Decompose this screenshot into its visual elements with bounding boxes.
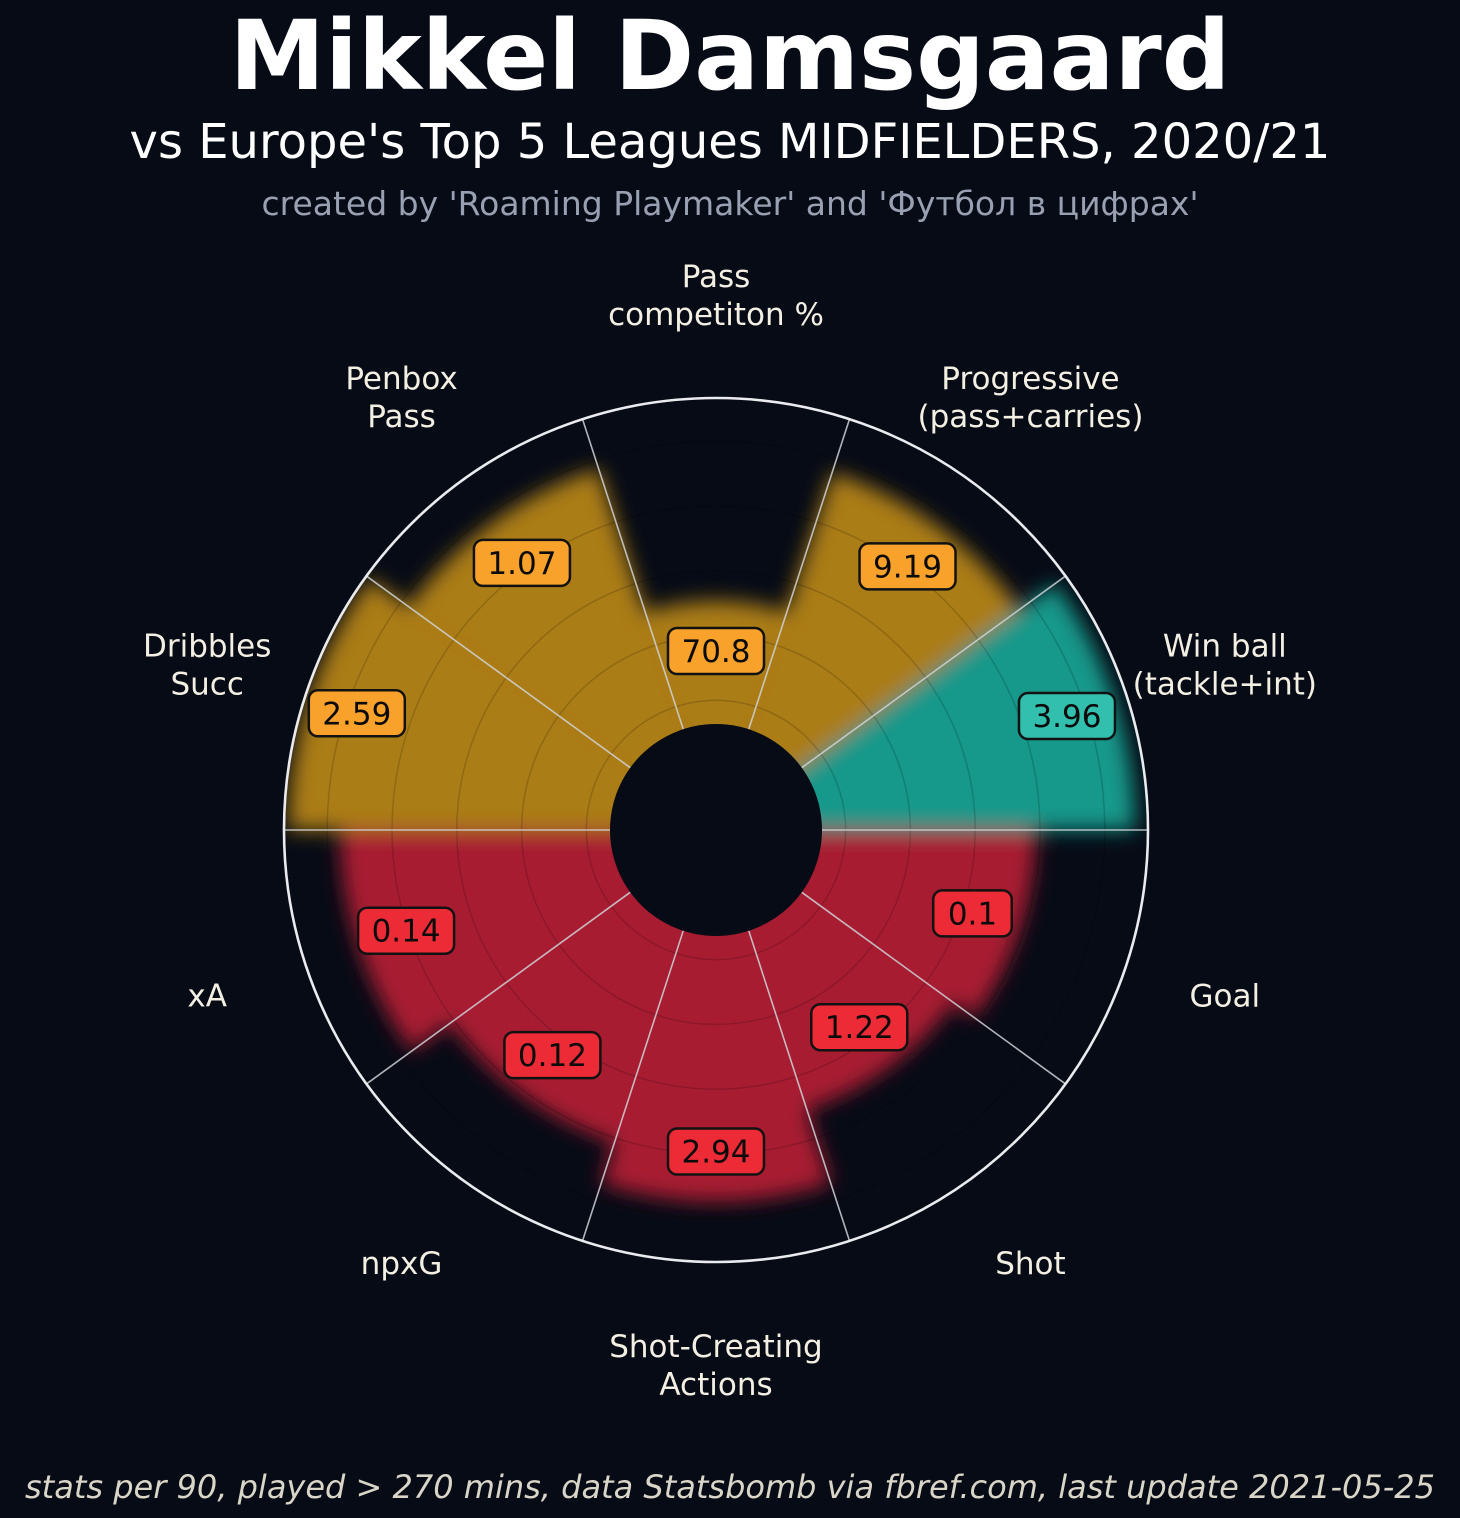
value-badge-text: 2.59 <box>322 696 391 732</box>
slice-8 <box>288 578 716 830</box>
param-label-2: Win ball (tackle+int) <box>1133 629 1317 703</box>
value-badge-2: 3.96 <box>1017 691 1117 741</box>
slice-7 <box>340 830 716 1051</box>
value-badge-text: 0.14 <box>372 914 441 950</box>
value-badge-0: 70.8 <box>666 626 766 676</box>
slice-2 <box>716 583 1136 830</box>
param-label-7: xA <box>187 978 227 1014</box>
param-label-6: npxG <box>361 1246 443 1282</box>
value-badge-box <box>307 689 407 738</box>
spoke-line <box>747 930 851 1242</box>
header: Mikkel Damsgaard vs Europe's Top 5 Leagu… <box>0 0 1460 223</box>
spoke-line <box>581 930 685 1242</box>
value-badge-4: 1.22 <box>810 1002 909 1052</box>
param-label-1: Progressive (pass+carries) <box>917 361 1143 435</box>
value-badge-text: 2.94 <box>681 1135 750 1171</box>
value-badge-5: 2.94 <box>666 1127 766 1176</box>
param-label-4: Shot <box>995 1246 1065 1282</box>
value-badge-8: 2.59 <box>307 689 407 738</box>
spoke-line <box>366 575 631 769</box>
value-badge-text: 9.19 <box>873 549 942 585</box>
value-badge-box <box>666 626 766 676</box>
param-label-8: Dribbles Succ <box>143 629 271 703</box>
value-badge-box <box>503 1030 602 1080</box>
value-badge-1: 9.19 <box>858 542 957 591</box>
spoke-line <box>581 418 685 730</box>
footer-note: stats per 90, played > 270 mins, data St… <box>25 1468 1435 1506</box>
spoke-line <box>801 891 1066 1085</box>
slice-5 <box>601 830 831 1202</box>
value-badge-9: 1.07 <box>472 538 572 588</box>
spokes-layer <box>284 418 1148 1242</box>
spoke-line <box>747 418 851 730</box>
spoke-line <box>366 891 631 1085</box>
value-badge-text: 0.12 <box>518 1038 587 1074</box>
value-badge-box <box>858 542 957 591</box>
value-badge-6: 0.12 <box>503 1030 602 1080</box>
value-badge-7: 0.14 <box>356 906 456 955</box>
param-label-0: Pass competiton % <box>608 259 824 333</box>
value-badge-box <box>1017 691 1117 741</box>
center-hole <box>610 724 822 936</box>
value-badge-box <box>356 906 456 955</box>
value-badge-box <box>810 1002 909 1052</box>
value-badge-3: 0.1 <box>931 889 1013 938</box>
value-badge-box <box>666 1127 766 1176</box>
param-label-9: Penbox Pass <box>345 361 457 435</box>
value-badge-box <box>472 538 572 588</box>
outer-ring <box>282 396 1150 1264</box>
page-title: Mikkel Damsgaard <box>229 0 1231 112</box>
value-badge-box <box>931 889 1013 938</box>
param-label-3: Goal <box>1190 978 1261 1014</box>
value-badge-text: 70.8 <box>681 634 750 670</box>
value-badge-text: 1.07 <box>487 546 556 582</box>
page-subtitle: vs Europe's Top 5 Leagues MIDFIELDERS, 2… <box>129 114 1331 170</box>
credit-line: created by 'Roaming Playmaker' and 'Футб… <box>261 184 1199 223</box>
value-badge-text: 3.96 <box>1032 699 1101 735</box>
value-badge-text: 1.22 <box>825 1010 894 1046</box>
value-badge-text: 0.1 <box>948 896 997 932</box>
spoke-line <box>801 575 1066 769</box>
param-label-5: Shot-Creating Actions <box>609 1329 823 1403</box>
